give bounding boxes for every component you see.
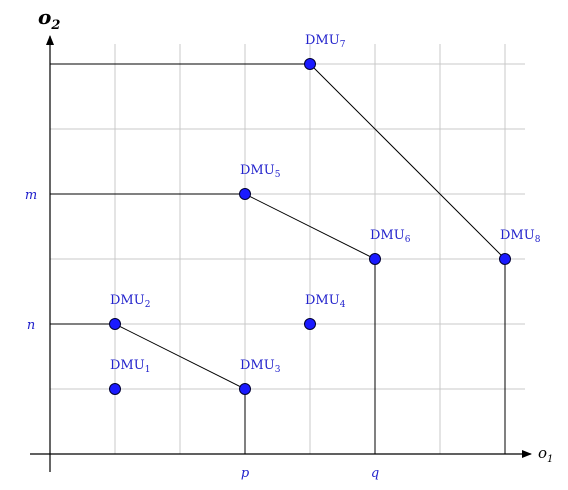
- dmu-label-3: DMU3: [240, 358, 281, 375]
- grid: [50, 44, 525, 454]
- dmu-point-6: [369, 253, 381, 265]
- frontier-line-2: [50, 193, 376, 454]
- y-axis-label-sub: 2: [50, 18, 60, 33]
- dmu-point-1: [109, 383, 121, 395]
- dmu-label-2: DMU2: [110, 293, 150, 310]
- dmu-label-7: DMU7: [305, 33, 346, 50]
- y-axis-label-main: o: [38, 5, 51, 29]
- frontier-lines: [50, 63, 506, 454]
- dmu-label-1: DMU1: [110, 358, 150, 375]
- dmu-point-5: [239, 188, 251, 200]
- frontier-line-3: [50, 63, 506, 454]
- x-axis-label-sub: 1: [547, 454, 553, 465]
- frontier-line-1: [50, 323, 246, 454]
- dmu-labels: DMU1 DMU2 DMU3 DMU4 DMU5 DMU6 DMU7 DMU8: [110, 33, 541, 375]
- dmu-label-6: DMU6: [370, 228, 411, 245]
- dmu-point-4: [304, 318, 316, 330]
- tick-label-m: m: [25, 188, 37, 203]
- y-axis-label: o2: [38, 5, 60, 33]
- dmu-label-8: DMU8: [500, 228, 541, 245]
- tick-label-q: q: [371, 466, 379, 481]
- dmu-point-8: [499, 253, 511, 265]
- tick-label-p: p: [241, 466, 250, 481]
- dmu-point-7: [304, 58, 316, 70]
- x-axis-label-main: o: [538, 444, 547, 462]
- dmu-label-5: DMU5: [240, 163, 281, 180]
- tick-label-n: n: [27, 318, 35, 333]
- dmu-label-4: DMU4: [305, 293, 346, 310]
- x-axis-label: o1: [538, 444, 553, 465]
- dmu-point-2: [109, 318, 121, 330]
- dmu-points: [109, 58, 511, 395]
- dmu-point-3: [239, 383, 251, 395]
